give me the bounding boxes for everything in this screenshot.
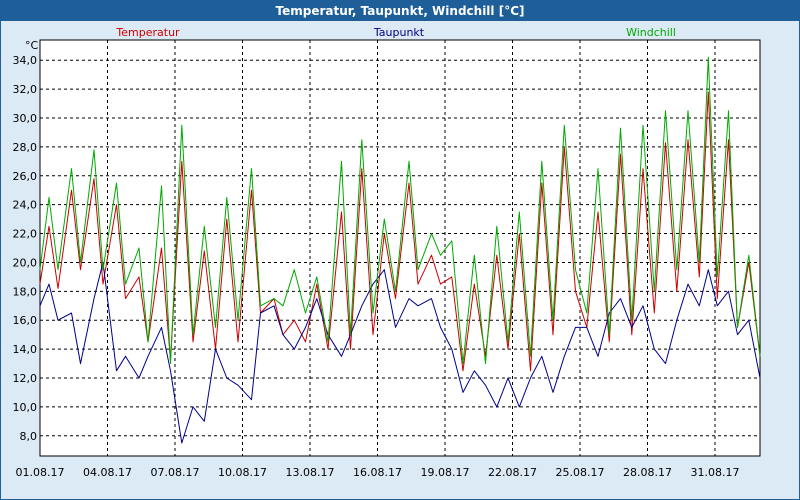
- y-tick-label: 10,0: [13, 401, 38, 414]
- y-tick-label: 22,0: [13, 228, 38, 241]
- y-axis: 8,0 10,0 12,0 14,0 16,0 18,0 20,0 22,0 24,0 26,0 2…: [13, 54, 38, 443]
- legend-temperatur: Temperatur: [115, 26, 180, 39]
- x-tick-label: 28.08.17: [623, 466, 672, 479]
- y-tick-label: 16,0: [13, 314, 38, 327]
- y-tick-label: 18,0: [13, 285, 38, 298]
- y-tick-label: 20,0: [13, 256, 38, 269]
- y-tick-label: 34,0: [13, 54, 38, 67]
- y-tick-label: 26,0: [13, 170, 38, 183]
- y-tick-label: 8,0: [20, 430, 38, 443]
- y-tick-label: 32,0: [13, 83, 38, 96]
- series-line-taupunkt: [39, 261, 761, 444]
- legend-taupunkt: Taupunkt: [373, 26, 425, 39]
- y-tick-label: 30,0: [13, 112, 38, 125]
- y-tick-label: 24,0: [13, 199, 38, 212]
- y-tick-label: 28,0: [13, 141, 38, 154]
- series-line-temperatur: [39, 91, 761, 372]
- chart-title: Temperatur, Taupunkt, Windchill [°C]: [1, 1, 799, 21]
- x-tick-label: 07.08.17: [151, 466, 200, 479]
- x-tick-label: 04.08.17: [83, 466, 132, 479]
- legend-windchill: Windchill: [626, 26, 676, 39]
- x-tick-label: 13.08.17: [286, 466, 335, 479]
- y-axis-unit-label: °C: [25, 39, 39, 52]
- x-tick-label: 19.08.17: [421, 466, 470, 479]
- x-axis: 01.08.17 04.08.17 07.08.17 10.08.17 13.08.17…: [16, 466, 740, 479]
- x-tick-label: 31.08.17: [691, 466, 740, 479]
- y-tick-label: 14,0: [13, 343, 38, 356]
- x-tick-label: 22.08.17: [488, 466, 537, 479]
- x-tick-label: 16.08.17: [353, 466, 402, 479]
- x-tick-label: 01.08.17: [16, 466, 65, 479]
- y-tick-label: 12,0: [13, 372, 38, 385]
- x-tick-label: 10.08.17: [218, 466, 267, 479]
- series-line-windchill: [39, 56, 761, 365]
- x-tick-label: 25.08.17: [556, 466, 605, 479]
- series-group: [39, 56, 761, 444]
